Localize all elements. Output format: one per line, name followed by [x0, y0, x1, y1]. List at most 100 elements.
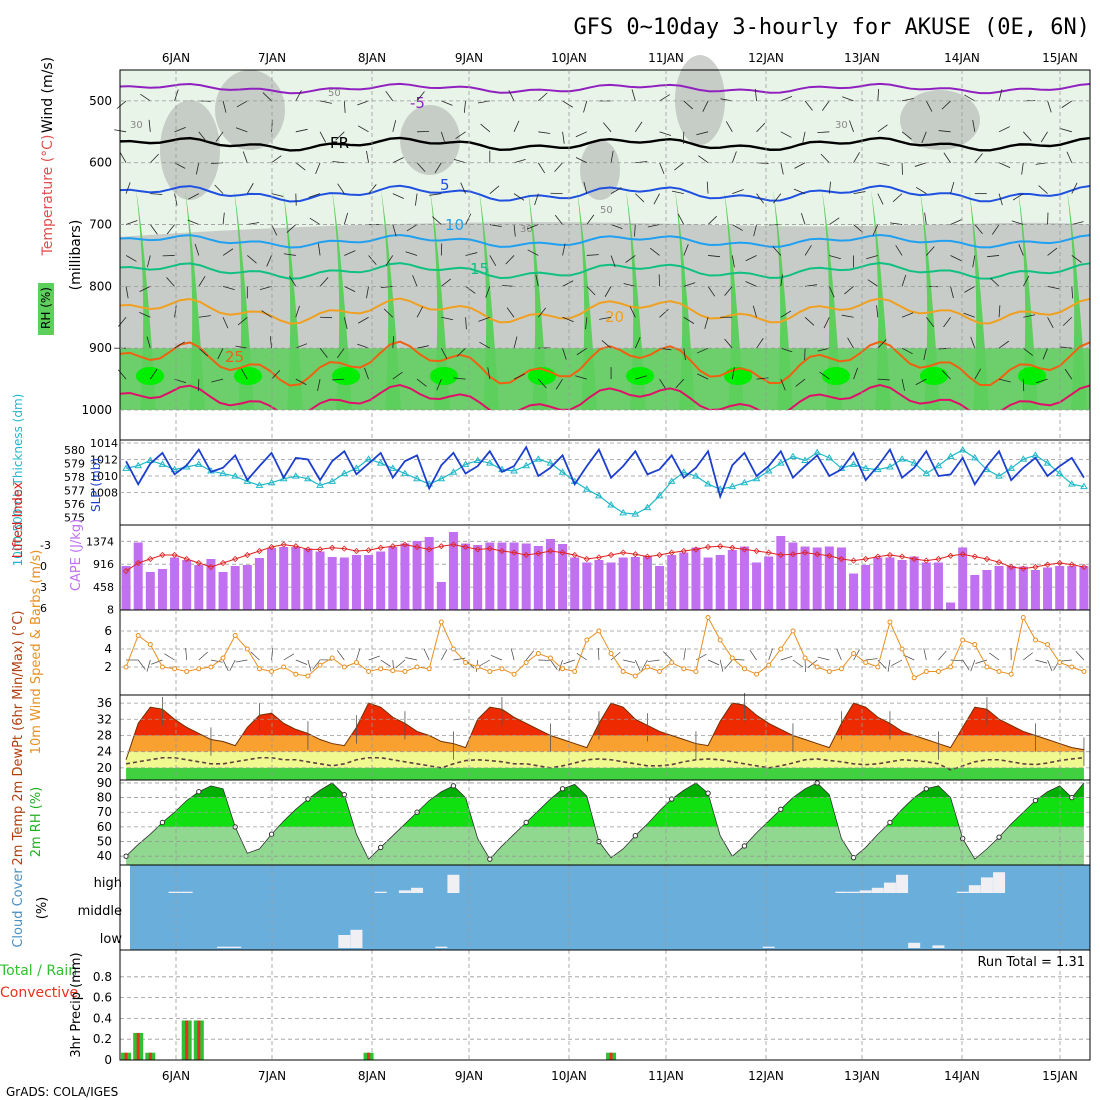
- lifted-index-point: [438, 543, 445, 550]
- lifted-index-point: [316, 546, 324, 553]
- wind-barb: [707, 286, 716, 297]
- lifted-index-point: [523, 551, 530, 559]
- wind-speed-point: [378, 666, 384, 672]
- wind-barb: [271, 370, 281, 380]
- thickness-point: [437, 474, 446, 482]
- cape-bar: [933, 562, 943, 610]
- wind-barb: [575, 157, 587, 164]
- y-tick-label: 80: [97, 791, 112, 805]
- lifted-index-point: [983, 555, 991, 563]
- date-label: 15JAN: [1042, 51, 1078, 65]
- y-tick-label: 50: [97, 835, 112, 849]
- wind-barb: [259, 285, 272, 291]
- wind-barb: [634, 121, 643, 133]
- cape-bar: [157, 569, 167, 610]
- wind-barb: [164, 653, 175, 661]
- wind-barb: [1059, 659, 1072, 662]
- wind-barb: [222, 659, 229, 671]
- wind-barb: [211, 378, 224, 383]
- wind-barb: [925, 100, 933, 112]
- wind-barb: [698, 155, 709, 164]
- wind-barb: [319, 100, 332, 104]
- wind-barb: [465, 317, 467, 330]
- wind-speed-point: [438, 619, 444, 625]
- cape-bar: [170, 557, 180, 610]
- wind-speed-point: [341, 664, 347, 670]
- wind-speed-point: [838, 666, 844, 672]
- wind-barb: [392, 157, 404, 164]
- isotherm-15: [119, 262, 1091, 280]
- wind-barb: [804, 316, 815, 326]
- cape-bar: [121, 566, 131, 610]
- wind-barb: [1062, 316, 1073, 326]
- cape-bar: [448, 532, 458, 610]
- y-tick-label: 60: [97, 820, 112, 834]
- wind-barb: [562, 100, 573, 108]
- wind-speed-point: [790, 628, 796, 634]
- y-tick-label: 900: [89, 341, 112, 355]
- wind-barb: [817, 656, 830, 661]
- cape-bar: [279, 547, 289, 610]
- lifted-index-point: [668, 549, 675, 556]
- lifted-index-point: [862, 555, 869, 563]
- cape-bar: [1043, 567, 1053, 610]
- wind-barb: [558, 659, 563, 672]
- wind-speed-point: [353, 660, 359, 665]
- wind-barb: [242, 151, 248, 163]
- wind-speed-point: [972, 642, 978, 647]
- lifted-index-point: [947, 552, 954, 559]
- wind-barb: [271, 193, 284, 197]
- thickness-point: [401, 469, 409, 477]
- rh-point: [741, 843, 748, 849]
- wind-speed-point: [778, 646, 784, 652]
- cloud-bar-high: [993, 872, 1006, 893]
- wind-speed-point: [1020, 615, 1026, 620]
- wind-barb: [395, 659, 406, 669]
- cape-bar: [606, 562, 616, 610]
- cape-bar: [715, 555, 725, 610]
- date-label: 6JAN: [162, 51, 190, 65]
- cape-bar: [946, 602, 956, 610]
- cape-bar: [351, 555, 361, 610]
- rh-point: [923, 786, 930, 792]
- wind-speed-point: [232, 633, 238, 638]
- wind-barb: [222, 317, 229, 329]
- wind-barb: [125, 255, 137, 262]
- wind-barb: [901, 131, 912, 140]
- y-tick-label: 576: [64, 498, 85, 511]
- wind-barb: [950, 219, 962, 225]
- wind-barb: [1071, 182, 1078, 194]
- wind-barb: [659, 131, 672, 136]
- rh-point: [778, 806, 784, 813]
- y-axis-label: Cloud Cover: [11, 868, 26, 948]
- lifted-index-point: [401, 541, 409, 548]
- cape-bar: [327, 557, 337, 610]
- lifted-index-point: [135, 559, 142, 567]
- y-axis-label: Lifted Index: [11, 481, 26, 558]
- wind-barb: [706, 181, 709, 194]
- cape-bar: [194, 565, 204, 610]
- wind-barb: [731, 255, 735, 268]
- isotherm-freezing: [119, 136, 1091, 152]
- y-tick-label: 600: [89, 156, 112, 170]
- y-tick-label: 0.4: [93, 1011, 112, 1025]
- wind-barb: [412, 275, 418, 287]
- wind-speed-point: [754, 671, 760, 677]
- wind-barb: [392, 193, 404, 199]
- wind-barb: [137, 659, 146, 670]
- y-tick-label: 28: [97, 728, 112, 742]
- cape-bar: [752, 562, 762, 610]
- y-tick-label: 70: [97, 805, 112, 819]
- wind-speed-point: [196, 666, 202, 672]
- cape-bar: [339, 557, 349, 610]
- lifted-index-point: [1008, 563, 1015, 571]
- cloud-bar-high: [883, 882, 896, 893]
- wind-barb: [440, 347, 448, 359]
- rh-core: [136, 367, 164, 385]
- wind-barb: [1022, 275, 1030, 287]
- wind-barb: [198, 275, 206, 287]
- thickness-point: [655, 491, 664, 499]
- wind-barb: [847, 337, 854, 349]
- wind-barb: [924, 212, 927, 225]
- thickness-point: [291, 472, 300, 479]
